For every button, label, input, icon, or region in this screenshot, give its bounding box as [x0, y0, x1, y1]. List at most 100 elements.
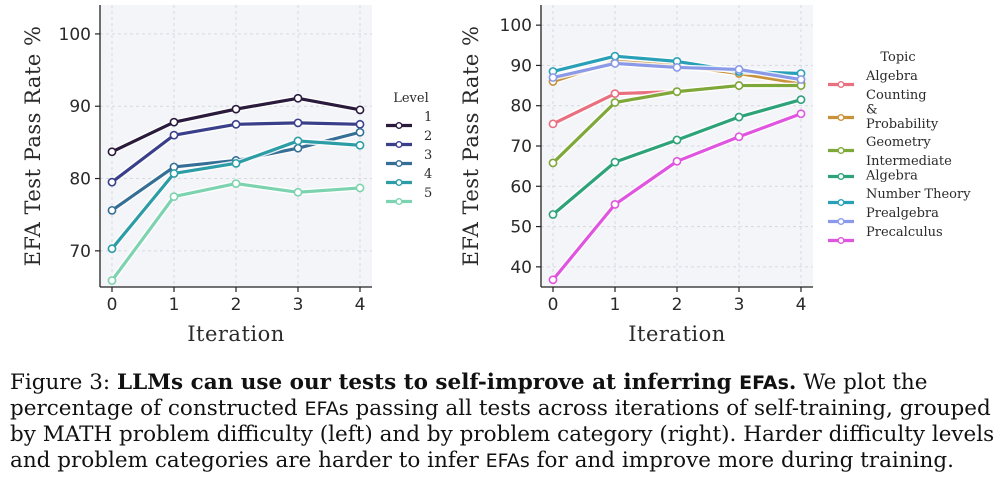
data-point-1 [231, 104, 241, 114]
data-point-2 [169, 130, 179, 140]
legend-marker-1 [395, 122, 403, 129]
data-point-algebra [548, 119, 558, 129]
caption-part-3: for and improve more during training. [529, 448, 954, 473]
data-point-geometry [672, 87, 682, 97]
x-tick-label: 0 [107, 295, 118, 315]
legend-label-1: 1 [424, 110, 432, 125]
legend-marker-intermediate-algebra [837, 173, 845, 180]
figure-canvas: 70 80 90 100 0 1 2 3 4 EFA Test Pass Rate % Iter… [21, 5, 971, 346]
data-point-2 [107, 177, 117, 187]
data-point-prealgebra [796, 75, 806, 84]
data-point-number-theory [610, 51, 620, 61]
y-tick-label: 80 [69, 170, 91, 190]
data-point-intermediate-algebra [548, 210, 558, 219]
legend-label-geometry: Geometry [866, 135, 931, 150]
legend-marker-4 [395, 179, 403, 186]
data-point-5 [107, 276, 117, 285]
caption-bold-title-mono: EFAs [739, 372, 789, 394]
legend-label-5: 5 [424, 186, 432, 201]
caption-bold-title-text: LLMs can use our tests to self-improve a… [117, 370, 740, 395]
caption-bold-title: LLMs can use our tests to self-improve a… [117, 370, 796, 395]
legend-label-prealgebra: Prealgebra [866, 206, 939, 221]
data-point-precalculus [610, 200, 620, 209]
x-tick-label: 4 [355, 295, 366, 315]
legend-title: Level [393, 91, 429, 106]
legend-label-3: 3 [424, 148, 432, 163]
x-axis-title-left: Iteration [187, 322, 285, 346]
x-tick-label: 1 [169, 295, 180, 315]
y-tick-label: 80 [510, 97, 532, 117]
data-point-3 [293, 143, 303, 153]
data-point-4 [107, 244, 117, 254]
data-point-2 [293, 118, 303, 128]
data-point-prealgebra [548, 73, 558, 82]
data-point-5 [169, 192, 179, 202]
data-point-4 [293, 136, 303, 146]
y-tick-label: 50 [510, 218, 532, 238]
data-point-2 [231, 119, 241, 129]
legend-label-counting-probability: & [866, 103, 878, 118]
x-tick-label: 3 [734, 295, 745, 315]
chart-right: 40 50 60 70 80 90 100 0 1 2 3 4 EFA Test Pass Rate … [459, 5, 971, 346]
x-tick-label: 2 [231, 295, 242, 315]
legend-label-precalculus: Precalculus [866, 225, 943, 240]
data-point-5 [231, 179, 241, 188]
data-point-precalculus [672, 156, 682, 166]
caption-bold-title-end: . [788, 370, 797, 395]
y-tick-label: 70 [510, 137, 532, 157]
legend-left: Level 1 2 3 4 5 [386, 91, 432, 205]
y-axis-title-left: EFA Test Pass Rate % [21, 26, 45, 267]
data-point-2 [355, 119, 365, 129]
legend-label-counting-probability: Probability [866, 117, 939, 132]
legend-title: Topic [880, 50, 915, 65]
data-point-precalculus [548, 275, 558, 285]
data-point-3 [107, 205, 117, 215]
legend-marker-number-theory [837, 199, 845, 206]
data-point-5 [355, 183, 365, 193]
x-tick-label: 3 [293, 295, 304, 315]
caption-prefix: Figure 3: [10, 370, 117, 395]
y-tick-label: 100 [500, 16, 532, 36]
data-point-1 [169, 117, 179, 127]
y-tick-label: 90 [510, 56, 532, 76]
legend-label-intermediate-algebra: Intermediate [866, 154, 952, 169]
data-point-geometry [548, 158, 558, 168]
x-tick-label: 4 [796, 295, 807, 315]
data-point-4 [355, 140, 365, 150]
legend-marker-2 [395, 141, 403, 148]
legend-label-intermediate-algebra: Algebra [865, 169, 918, 184]
legend-marker-counting-probability [837, 114, 845, 121]
legend-marker-precalculus [837, 237, 845, 244]
x-tick-label: 0 [548, 295, 559, 315]
data-point-precalculus [796, 109, 806, 119]
legend-label-algebra: Algebra [865, 69, 918, 84]
data-point-4 [169, 169, 179, 178]
y-axis-title-right: EFA Test Pass Rate % [459, 26, 483, 267]
x-tick-label: 2 [672, 295, 683, 315]
y-tick-label: 90 [69, 97, 91, 117]
chart-left: 70 80 90 100 0 1 2 3 4 EFA Test Pass Rate % Iter… [21, 5, 432, 346]
data-point-precalculus [734, 132, 744, 142]
legend-label-counting-probability: Counting [866, 88, 927, 103]
figure-caption: Figure 3: LLMs can use our tests to self… [10, 370, 995, 474]
legend-marker-5 [395, 198, 403, 205]
data-point-intermediate-algebra [610, 157, 620, 167]
caption-part-2: passing all tests across iterations of s… [10, 396, 995, 473]
data-point-4 [231, 158, 241, 168]
data-point-intermediate-algebra [672, 135, 682, 145]
legend-marker-prealgebra [837, 218, 845, 225]
legend-marker-geometry [837, 147, 845, 154]
data-point-geometry [610, 98, 620, 107]
data-point-prealgebra [734, 65, 744, 74]
y-tick-label: 40 [510, 258, 532, 278]
x-axis-title-right: Iteration [628, 322, 726, 346]
legend-label-4: 4 [424, 167, 432, 182]
caption-part-1: We plot the percentage of constructed [10, 370, 928, 421]
data-point-algebra [610, 89, 620, 99]
legend-label-2: 2 [424, 129, 432, 144]
data-point-intermediate-algebra [734, 112, 744, 122]
caption-mono-2: EFAs [485, 450, 530, 472]
data-point-3 [355, 127, 365, 137]
legend-right: Topic Algebra Counting&Probability Geometry… [828, 50, 971, 244]
data-point-1 [107, 147, 117, 157]
